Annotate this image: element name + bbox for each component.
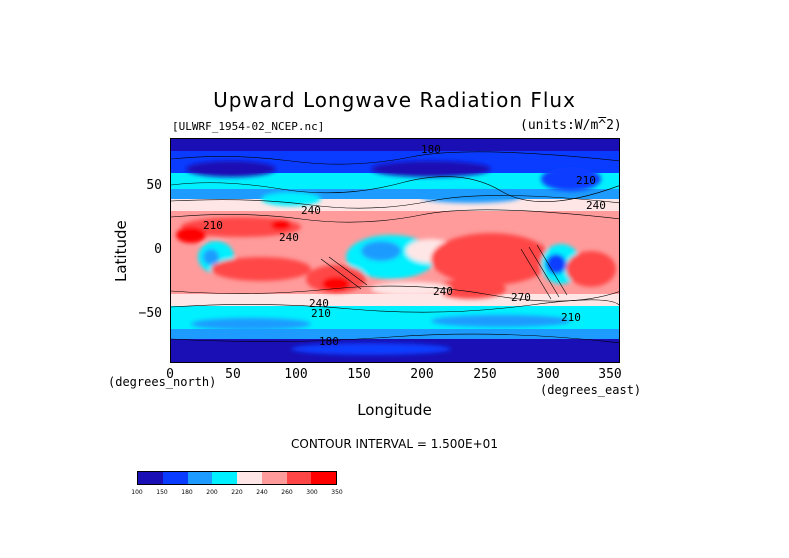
contour-label: 240 <box>433 285 453 298</box>
y-units-note: (degrees_north) <box>108 375 217 389</box>
colorbar-level-label: 200 <box>206 489 218 496</box>
contour-label: 270 <box>511 291 531 304</box>
heatmap-svg: 180 210 240 240 240 240 270 210 240 210 … <box>171 139 619 362</box>
x-tick-label: 350 <box>598 367 622 382</box>
y-axis-label: Latitude <box>112 220 130 282</box>
field-blobs <box>176 161 616 355</box>
contour-label: 210 <box>576 174 596 187</box>
colorbar-level-label: 240 <box>256 489 268 496</box>
x-tick-label: 300 <box>536 367 560 382</box>
colorbar-level-label: 350 <box>331 489 343 496</box>
colorbar-swatch <box>261 472 287 484</box>
colorbar-level-label: 300 <box>306 489 318 496</box>
source-file-label: [ULWRF_1954-02_NCEP.nc] <box>172 120 325 133</box>
colorbar <box>137 471 337 485</box>
x-tick-label: 150 <box>347 367 371 382</box>
chart-title: Upward Longwave Radiation Flux <box>213 88 576 112</box>
x-tick-label: 50 <box>225 367 241 382</box>
contour-lines <box>171 151 619 344</box>
colorbar-swatch <box>311 472 336 484</box>
contour-label: 240 <box>279 231 299 244</box>
x-tick-label: 100 <box>284 367 308 382</box>
contour-label: 240 <box>309 297 329 310</box>
colorbar-level-label: 100 <box>131 489 143 496</box>
colorbar-level-label: 150 <box>156 489 168 496</box>
colorbar-level-label: 260 <box>281 489 293 496</box>
y-tick-label: 0 <box>154 242 162 257</box>
x-units-note: (degrees_east) <box>540 383 642 397</box>
contour-label: 210 <box>561 311 581 324</box>
colorbar-swatch <box>237 472 262 484</box>
heatmap-plot-area: 180 210 240 240 240 240 270 210 240 210 … <box>170 138 620 363</box>
colorbar-swatch <box>138 472 163 484</box>
colorbar-swatch <box>286 472 312 484</box>
y-tick-label: 50 <box>146 178 162 193</box>
colorbar-swatch <box>187 472 213 484</box>
contour-label: 240 <box>301 204 321 217</box>
x-axis-label: Longitude <box>357 401 432 419</box>
colorbar-swatch <box>212 472 237 484</box>
units-label: (units:W/m^2) <box>520 118 622 133</box>
contour-label: 210 <box>203 219 223 232</box>
contour-label: 210 <box>311 307 331 320</box>
contour-interval: CONTOUR INTERVAL = 1.500E+01 <box>291 437 498 451</box>
north-blue-band <box>171 189 619 199</box>
x-tick-label: 0 <box>166 367 174 382</box>
x-tick-label: 250 <box>473 367 497 382</box>
colorbar-swatch <box>162 472 188 484</box>
y-tick-label: −50 <box>138 306 162 321</box>
colorbar-level-label: 180 <box>181 489 193 496</box>
x-tick-label: 200 <box>410 367 434 382</box>
contour-label: 240 <box>586 199 606 212</box>
contour-label: 180 <box>421 143 441 156</box>
colorbar-level-label: 220 <box>231 489 243 496</box>
contour-label: 180 <box>319 335 339 348</box>
